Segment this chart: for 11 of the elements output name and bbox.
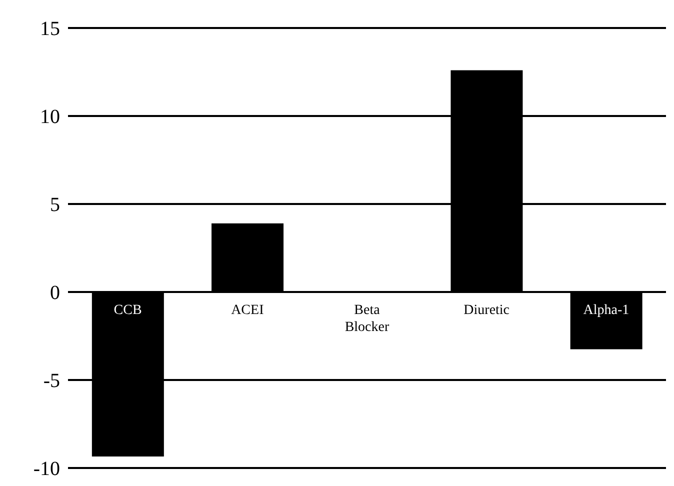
y-tick-label: 5 bbox=[50, 194, 60, 216]
y-tick-label: -5 bbox=[43, 370, 60, 392]
x-tick-label: Diuretic bbox=[464, 303, 510, 318]
x-tick-label: Alpha-1 bbox=[583, 303, 630, 318]
y-tick-label: 10 bbox=[40, 106, 60, 128]
x-tick-label: ACEI bbox=[231, 303, 264, 318]
x-tick-label: CCB bbox=[114, 303, 142, 318]
y-tick-label: 0 bbox=[50, 282, 60, 304]
x-tick-label: Beta Blocker bbox=[344, 303, 390, 335]
y-tick-label: -10 bbox=[33, 458, 60, 480]
y-tick-label: 15 bbox=[40, 18, 60, 40]
